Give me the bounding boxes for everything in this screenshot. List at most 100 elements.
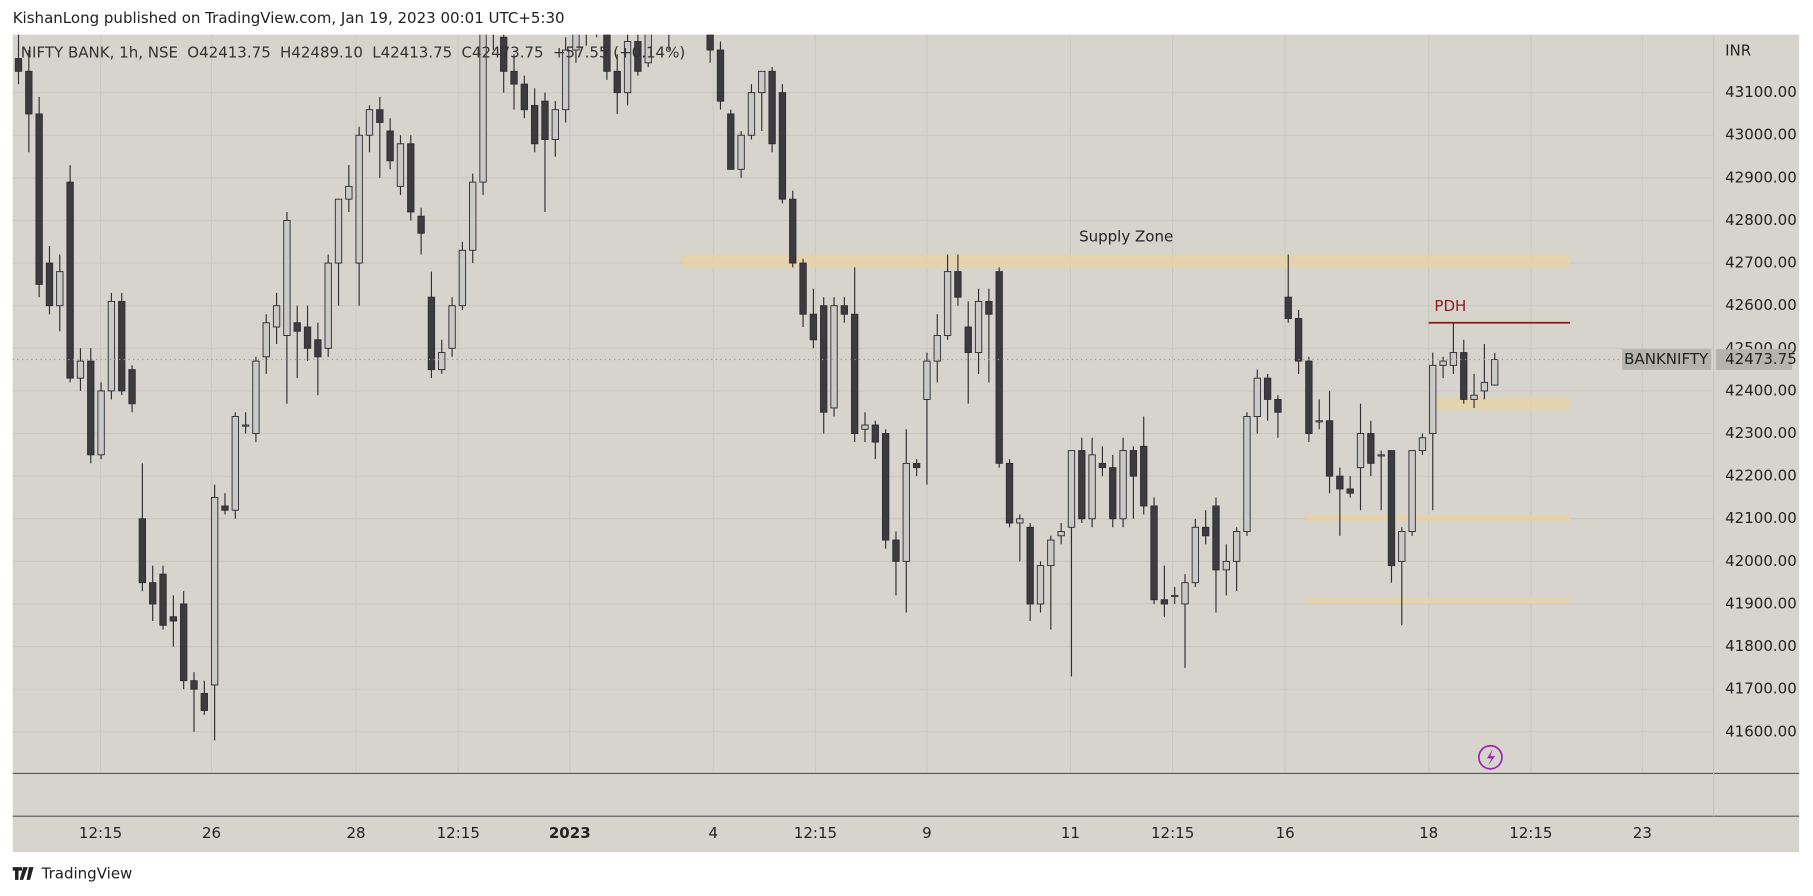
candle-body bbox=[727, 113, 735, 170]
candle-body bbox=[912, 462, 921, 469]
candle-body bbox=[458, 249, 467, 307]
x-tick-label: 26 bbox=[202, 824, 221, 842]
candle-body bbox=[923, 360, 931, 400]
candle-body bbox=[1356, 433, 1365, 469]
candle-body bbox=[861, 424, 869, 430]
candle-body bbox=[1171, 594, 1179, 598]
legend-symbol: NIFTY BANK, 1h, NSE bbox=[21, 44, 178, 62]
candle-body bbox=[623, 41, 632, 94]
x-tick-label: 12:15 bbox=[1509, 824, 1552, 842]
candle-body bbox=[56, 271, 64, 307]
candle-body bbox=[1346, 488, 1354, 494]
candle-body bbox=[262, 322, 270, 358]
candle-body bbox=[747, 92, 756, 136]
candle-body bbox=[1470, 394, 1478, 400]
candle-body bbox=[14, 58, 23, 72]
drawings: Supply Zone PDH bbox=[682, 228, 1571, 604]
candle-body bbox=[1439, 360, 1447, 366]
candle-body bbox=[169, 616, 178, 622]
y-tick-label: 42900.00 bbox=[1725, 168, 1797, 186]
candle-body bbox=[706, 34, 714, 51]
y-tick-label: 42100.00 bbox=[1725, 509, 1797, 527]
candle-body bbox=[66, 181, 74, 379]
candle-body bbox=[107, 300, 116, 392]
legend-open: O42413.75 bbox=[187, 44, 270, 62]
x-tick-label: 12:15 bbox=[794, 824, 837, 842]
candle-body bbox=[97, 390, 105, 456]
x-tick-label: 11 bbox=[1061, 824, 1080, 842]
candle-body bbox=[541, 100, 549, 140]
zone bbox=[1305, 514, 1571, 521]
candle-body bbox=[365, 109, 374, 136]
candle-body bbox=[283, 220, 291, 336]
candle-body bbox=[1088, 454, 1096, 520]
candle-body bbox=[1315, 420, 1323, 423]
currency: INR bbox=[1725, 41, 1751, 59]
price-tag-bg bbox=[1715, 349, 1793, 370]
candle-body bbox=[1491, 359, 1499, 386]
candle-body bbox=[500, 36, 508, 72]
zone bbox=[1435, 397, 1571, 411]
candle-body bbox=[1057, 531, 1065, 537]
candle-body bbox=[572, 34, 580, 51]
candle-body bbox=[396, 143, 405, 187]
candle-body bbox=[76, 360, 85, 379]
candle-body bbox=[778, 92, 787, 200]
grid bbox=[12, 34, 1714, 773]
candle-body bbox=[820, 305, 828, 413]
symbol-tag-bg bbox=[1622, 349, 1712, 370]
x-tick-label: 12:15 bbox=[1151, 824, 1194, 842]
author-line: KishanLong published on TradingView.com,… bbox=[13, 9, 565, 27]
candle-body bbox=[1202, 526, 1210, 537]
x-tick-label: 12:15 bbox=[437, 824, 480, 842]
candle-body bbox=[1460, 352, 1468, 400]
candle-body bbox=[345, 185, 353, 200]
y-tick-label: 41700.00 bbox=[1725, 680, 1797, 698]
legend-close: C42473.75 bbox=[461, 44, 543, 62]
alert-icon[interactable] bbox=[1477, 744, 1503, 770]
candle-body bbox=[1005, 462, 1014, 524]
candle-body bbox=[128, 369, 136, 405]
candle-body bbox=[758, 70, 766, 94]
candle-body bbox=[520, 83, 528, 111]
candle-body bbox=[985, 300, 993, 315]
candle-body bbox=[851, 313, 859, 434]
candle-body bbox=[35, 113, 43, 285]
candle-body bbox=[1305, 360, 1313, 434]
candle-body bbox=[118, 300, 126, 392]
candles bbox=[14, 34, 1499, 741]
x-tick-label: 18 bbox=[1419, 824, 1438, 842]
candle-body bbox=[25, 70, 33, 115]
candle-body bbox=[1047, 539, 1055, 567]
candle-body bbox=[902, 462, 910, 562]
candle-body bbox=[303, 326, 312, 349]
y-tick-label: 41900.00 bbox=[1725, 594, 1797, 612]
alert-bolt bbox=[1486, 749, 1496, 766]
candle-body bbox=[1408, 450, 1416, 532]
candle-body bbox=[1274, 398, 1282, 413]
y-tick-label: 41800.00 bbox=[1725, 637, 1797, 655]
candle-body bbox=[407, 143, 415, 213]
candle-body bbox=[871, 424, 879, 443]
candle-body bbox=[159, 573, 167, 626]
candle-body bbox=[1160, 599, 1169, 605]
candle-body bbox=[995, 271, 1003, 464]
candle-body bbox=[561, 49, 570, 111]
brand: TradingView bbox=[41, 865, 133, 883]
candle-body bbox=[149, 582, 157, 605]
x-tick-label: 12:15 bbox=[79, 824, 122, 842]
candle-body bbox=[1263, 377, 1272, 400]
candle-body bbox=[231, 416, 239, 511]
candle-body bbox=[138, 518, 147, 584]
candle-body bbox=[1016, 518, 1024, 524]
candle-body bbox=[1026, 526, 1034, 605]
candle-body bbox=[1222, 560, 1230, 571]
candle-body bbox=[933, 335, 941, 362]
candle-body bbox=[954, 271, 962, 298]
candle-body bbox=[241, 424, 250, 427]
candle-body bbox=[1480, 381, 1489, 392]
candle-body bbox=[314, 339, 322, 358]
candle-body bbox=[1253, 377, 1261, 417]
candle-body bbox=[613, 70, 621, 94]
